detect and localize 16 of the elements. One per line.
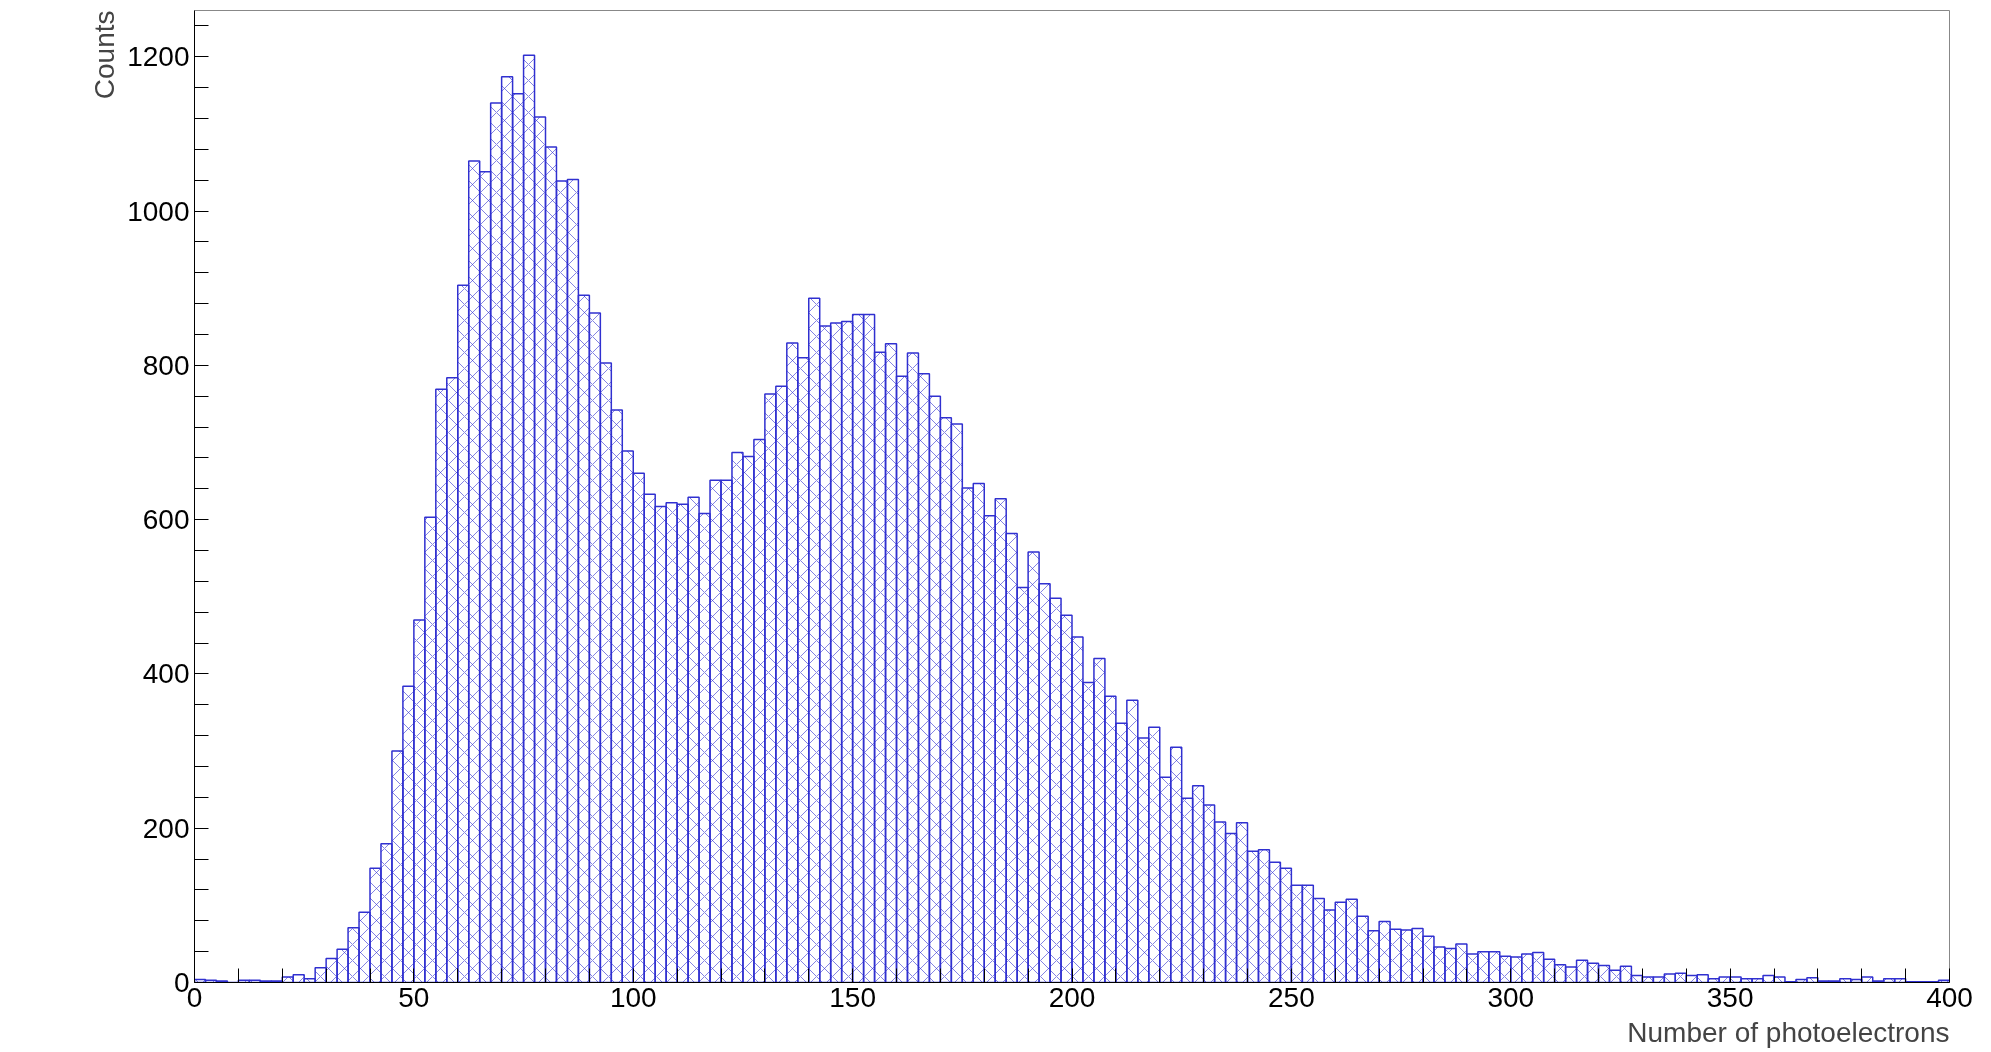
y-tick-label: 200 — [142, 812, 190, 844]
x-tick-label: 300 — [1487, 981, 1535, 1013]
x-tick-label: 400 — [1926, 981, 1973, 1013]
x-tick-label: 350 — [1706, 981, 1754, 1013]
y-tick-label: 1000 — [127, 195, 190, 227]
x-tick-label: 150 — [829, 981, 876, 1013]
x-tick-label: 100 — [609, 981, 657, 1013]
x-axis-title: Number of photoelectrons — [1627, 1016, 1950, 1048]
y-tick-label: 400 — [142, 658, 190, 690]
x-tick-label: 50 — [398, 981, 430, 1013]
y-tick-label: 800 — [142, 349, 190, 381]
y-axis-title: Counts — [88, 10, 120, 100]
x-tick-label: 250 — [1268, 981, 1315, 1013]
y-tick-label: 1200 — [127, 41, 190, 73]
y-tick-label: 600 — [142, 504, 190, 536]
x-tick-label: 200 — [1048, 981, 1096, 1013]
